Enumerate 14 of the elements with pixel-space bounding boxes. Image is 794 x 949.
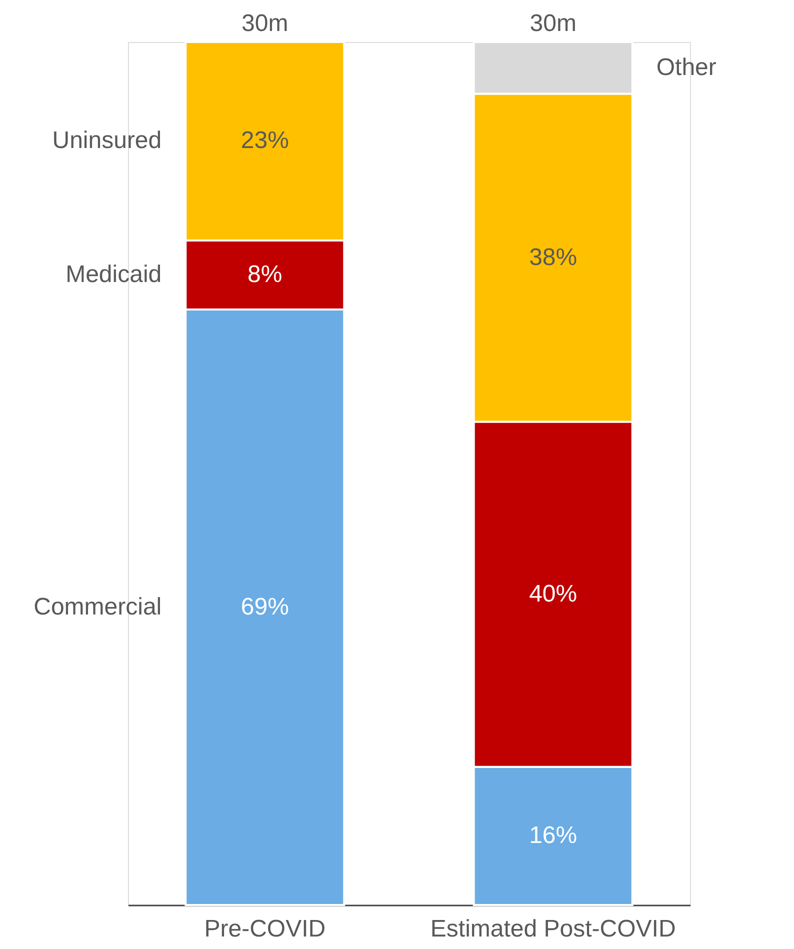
data-label: 23% bbox=[240, 127, 289, 154]
series-label: Uninsured bbox=[52, 127, 162, 154]
x-tick-label: Pre-COVID bbox=[204, 916, 326, 942]
data-label: 16% bbox=[529, 822, 578, 849]
data-label: 69% bbox=[240, 593, 289, 620]
series-label: Other bbox=[656, 54, 716, 81]
data-label: 40% bbox=[529, 580, 578, 608]
data-label: 8% bbox=[248, 261, 282, 288]
series-label: Commercial bbox=[34, 593, 162, 620]
x-tick-label: Estimated Post-COVID bbox=[430, 916, 676, 942]
data-label: 38% bbox=[529, 244, 578, 271]
annotation: 30m bbox=[530, 10, 576, 37]
series-label: Medicaid bbox=[66, 261, 162, 288]
annotation: 30m bbox=[242, 10, 288, 37]
